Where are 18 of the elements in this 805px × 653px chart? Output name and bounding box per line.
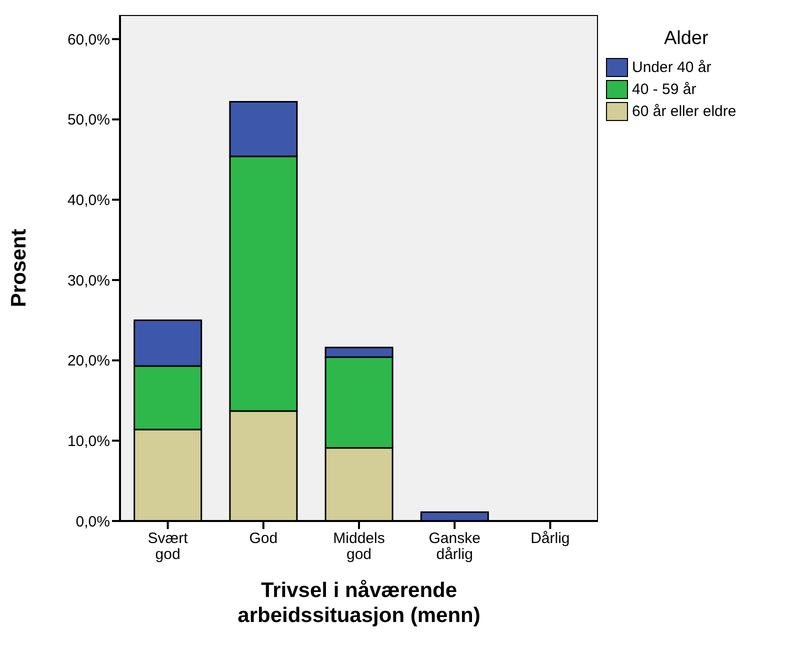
y-tick-label: 20,0% [67, 352, 110, 370]
legend-title: Alder [662, 28, 710, 50]
x-tick-label: God [249, 530, 278, 547]
y-tick-label: 0,0% [76, 513, 110, 530]
y-tick-label: 10,0% [67, 433, 110, 450]
x-tick-label: Dårlig [530, 530, 570, 547]
legend-label: Under 40 år [632, 58, 712, 76]
x-tick-label: Middels god [333, 530, 385, 563]
legend-label: 40 - 59 år [632, 80, 696, 98]
y-tick-label: 30,0% [67, 272, 110, 290]
y-tick-label: 40,0% [67, 192, 110, 210]
y-axis-title: Prosent [7, 228, 30, 308]
y-tick-label: 50,0% [67, 112, 110, 129]
x-tick-label: Ganske dårlig [428, 530, 480, 563]
x-tick-label: Svært god [148, 530, 189, 563]
y-tick-label: 60,0% [67, 31, 110, 48]
x-axis-title: Trivsel i nåværende arbeidssituasjon (menn) [236, 578, 482, 628]
legend-label: 60 år eller eldre [632, 102, 736, 120]
